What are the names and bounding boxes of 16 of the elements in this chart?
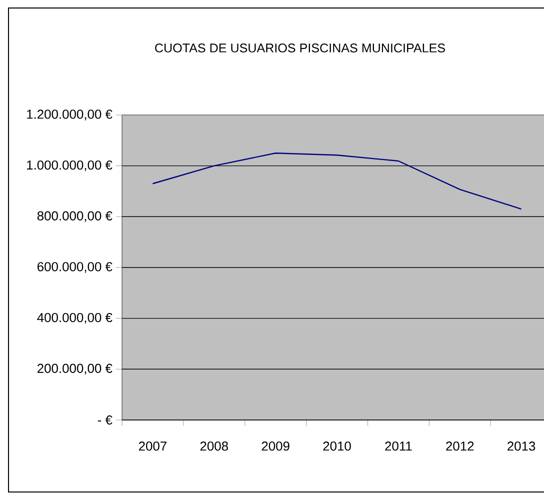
x-tick-label: 2007	[138, 442, 166, 451]
line-series	[152, 152, 522, 210]
x-tick-label: 2011	[385, 442, 412, 451]
chart-title: CUOTAS DE USUARIOS PISCINAS MUNICIPALES	[155, 44, 445, 52]
y-tick-label: 200.000,00 €	[38, 364, 112, 374]
x-tick-label: 2013	[508, 442, 536, 451]
x-tick-label: 2012	[446, 442, 474, 451]
x-tick-label: 2008	[200, 442, 228, 451]
y-tick-label: 1.200.000,00 €	[27, 110, 112, 120]
y-tick-label: 800.000,00 €	[37, 211, 112, 222]
y-tick-label: 1.000.000,00 €	[27, 160, 112, 172]
x-tick-label: 2010	[323, 442, 351, 451]
y-tick-label: 600.000,00 €	[38, 262, 112, 273]
y-tick-label: - €	[98, 415, 112, 425]
y-tick-label: 400.000,00 €	[37, 312, 112, 324]
x-tick-label: 2009	[262, 442, 290, 451]
